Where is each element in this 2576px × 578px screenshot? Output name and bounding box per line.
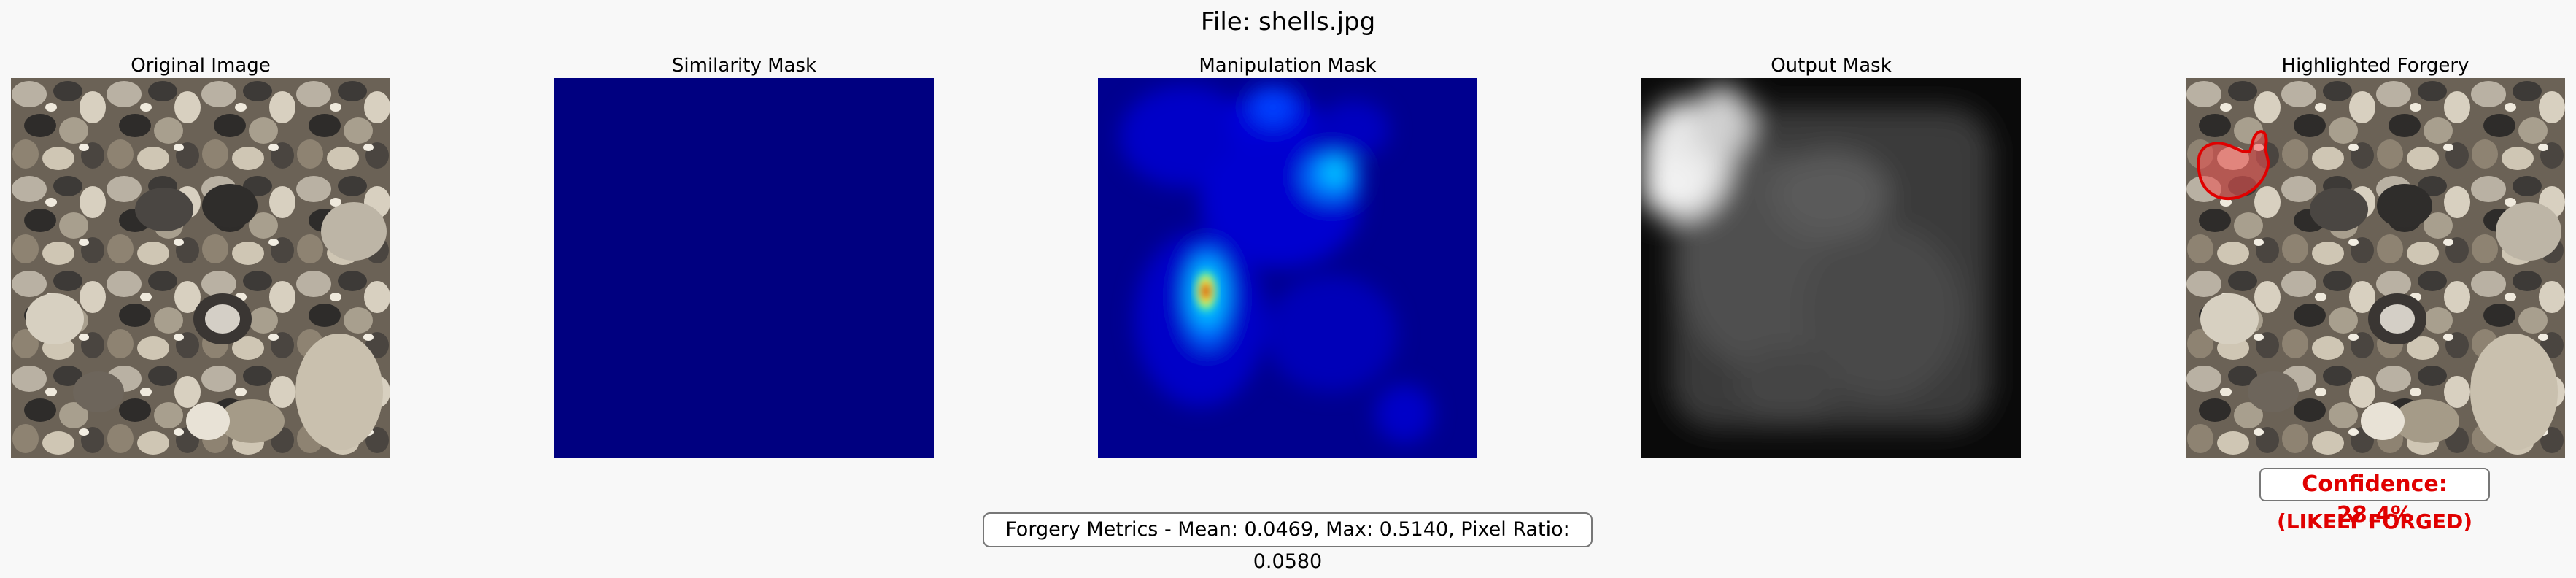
similarity-mask-panel: Similarity Mask <box>554 53 934 458</box>
output-mask-panel: Output Mask <box>1641 53 2021 458</box>
manipulation-mask-title: Manipulation Mask <box>1199 55 1377 77</box>
manipulation-mask-panel: Manipulation Mask <box>1098 53 1477 458</box>
original-image <box>11 78 390 458</box>
highlighted-forgery-panel: Highlighted Forgery <box>2186 53 2565 458</box>
confidence-badge: Confidence: 28.4% <box>2259 468 2490 528</box>
highlighted-forgery-title: Highlighted Forgery <box>2281 55 2469 77</box>
forgery-metrics-box: Forgery Metrics - Mean: 0.0469, Max: 0.5… <box>983 512 1593 573</box>
manipulation-heatmap <box>1098 78 1477 458</box>
highlighted-forgery-image <box>2186 78 2565 458</box>
similarity-mask-title: Similarity Mask <box>671 55 817 77</box>
verdict-label: (LIKELY FORGED) <box>2276 509 2473 533</box>
similarity-mask-image <box>554 78 934 458</box>
output-mask-title: Output Mask <box>1771 55 1892 77</box>
original-image-panel: Original Image <box>11 53 390 458</box>
forgery-region-outline <box>2197 130 2270 200</box>
output-mask-image <box>1641 78 2021 458</box>
figure-title: File: shells.jpg <box>1200 7 1376 36</box>
original-image-title: Original Image <box>131 55 271 77</box>
